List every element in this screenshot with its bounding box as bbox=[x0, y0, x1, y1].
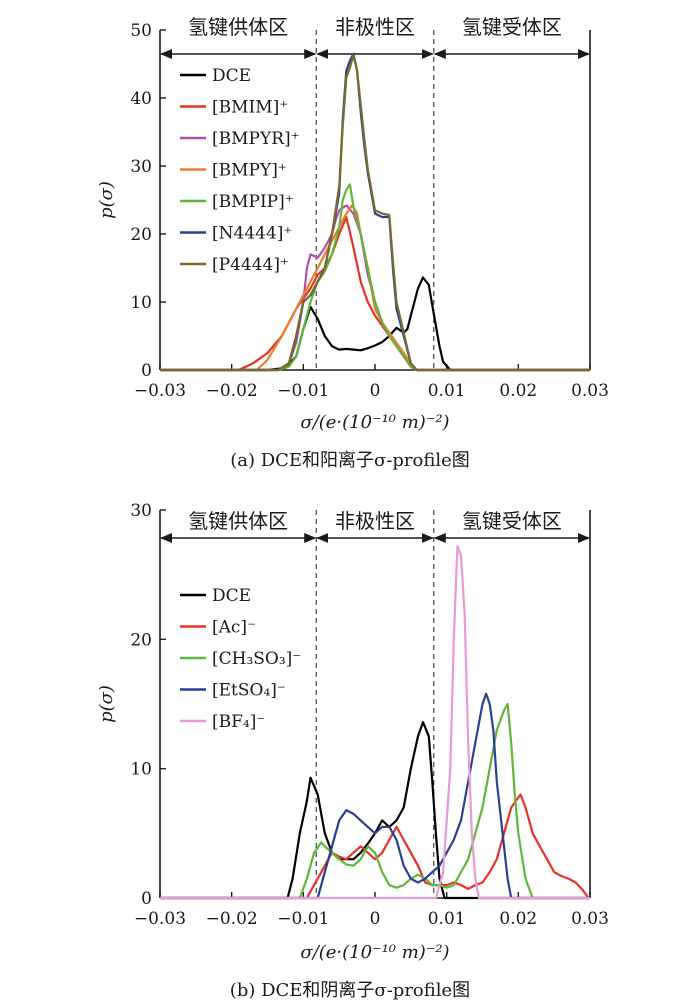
y-tick-label: 30 bbox=[130, 501, 152, 521]
x-tick-label: 0.02 bbox=[499, 381, 537, 401]
series-line bbox=[160, 183, 590, 372]
series-line bbox=[160, 276, 590, 372]
legend-label: [N4444]⁺ bbox=[212, 224, 292, 244]
x-axis-label: σ/(e·(10⁻¹⁰ m)⁻²) bbox=[300, 942, 449, 963]
region-label: 非极性区 bbox=[335, 15, 415, 39]
legend-label: [BF₄]⁻ bbox=[212, 712, 265, 732]
region-label: 非极性区 bbox=[335, 509, 415, 533]
series-line bbox=[160, 721, 590, 900]
y-tick-label: 10 bbox=[130, 760, 152, 780]
series-line bbox=[160, 54, 590, 372]
legend-label: [BMPYR]⁺ bbox=[212, 129, 300, 149]
x-axis-label: σ/(e·(10⁻¹⁰ m)⁻²) bbox=[300, 412, 449, 433]
legend-label: DCE bbox=[212, 586, 251, 606]
region-label: 氢键受体区 bbox=[462, 15, 562, 39]
legend-label: [BMPY]⁺ bbox=[212, 161, 287, 181]
x-tick-label: −0.03 bbox=[134, 909, 186, 929]
x-tick-label: −0.01 bbox=[277, 381, 329, 401]
series-line bbox=[160, 692, 590, 900]
chart-b-anion-sigma-profile: −0.03 −0.02 −0.01 0 0.01 0.02 0.03 0 10 20 30 氢键供体区… bbox=[96, 501, 609, 1001]
y-tick-label: 10 bbox=[130, 293, 152, 313]
series-line bbox=[160, 793, 590, 900]
x-tick-label: 0.03 bbox=[571, 909, 609, 929]
x-tick-label: 0.01 bbox=[428, 909, 466, 929]
y-tick-label: 20 bbox=[130, 630, 152, 650]
y-tick-label: 30 bbox=[130, 157, 152, 177]
y-tick-label: 0 bbox=[141, 361, 152, 381]
subfigure-caption: (b) DCE和阴离子σ-profile图 bbox=[230, 980, 470, 1001]
chart-a-cation-sigma-profile: −0.03 −0.02 −0.01 0 0.01 0.02 0.03 0 10 20 30 40 50 氢… bbox=[96, 15, 609, 471]
region-label: 氢键供体区 bbox=[188, 509, 288, 533]
region-label: 氢键受体区 bbox=[462, 509, 562, 533]
x-tick-label: 0 bbox=[370, 909, 381, 929]
x-tick-label: 0.03 bbox=[571, 381, 609, 401]
x-tick-label: 0.01 bbox=[428, 381, 466, 401]
y-axis-label: p(σ) bbox=[96, 181, 117, 219]
series-line bbox=[160, 204, 590, 372]
legend-label: [Ac]⁻ bbox=[212, 618, 256, 638]
x-tick-label: 0 bbox=[370, 381, 381, 401]
x-tick-label: −0.02 bbox=[206, 909, 258, 929]
legend-label: [P4444]⁺ bbox=[212, 255, 289, 275]
legend-label: [BMPIP]⁺ bbox=[212, 192, 294, 212]
y-tick-label: 50 bbox=[130, 21, 152, 41]
legend-label: DCE bbox=[212, 66, 251, 86]
legend-label: [BMIM]⁺ bbox=[212, 98, 288, 118]
y-tick-label: 20 bbox=[130, 225, 152, 245]
y-tick-label: 40 bbox=[130, 89, 152, 109]
x-tick-label: 0.02 bbox=[499, 909, 537, 929]
subfigure-caption: (a) DCE和阳离子σ-profile图 bbox=[230, 450, 470, 471]
x-tick-label: −0.01 bbox=[277, 909, 329, 929]
x-tick-label: −0.03 bbox=[134, 381, 186, 401]
legend-label: [CH₃SO₃]⁻ bbox=[212, 649, 301, 669]
y-axis-label: p(σ) bbox=[96, 685, 117, 723]
series-line bbox=[160, 702, 590, 900]
region-label: 氢键供体区 bbox=[188, 15, 288, 39]
y-tick-label: 0 bbox=[141, 889, 152, 909]
series-line bbox=[160, 545, 590, 900]
x-tick-label: −0.02 bbox=[206, 381, 258, 401]
legend-label: [EtSO₄]⁻ bbox=[212, 681, 286, 701]
